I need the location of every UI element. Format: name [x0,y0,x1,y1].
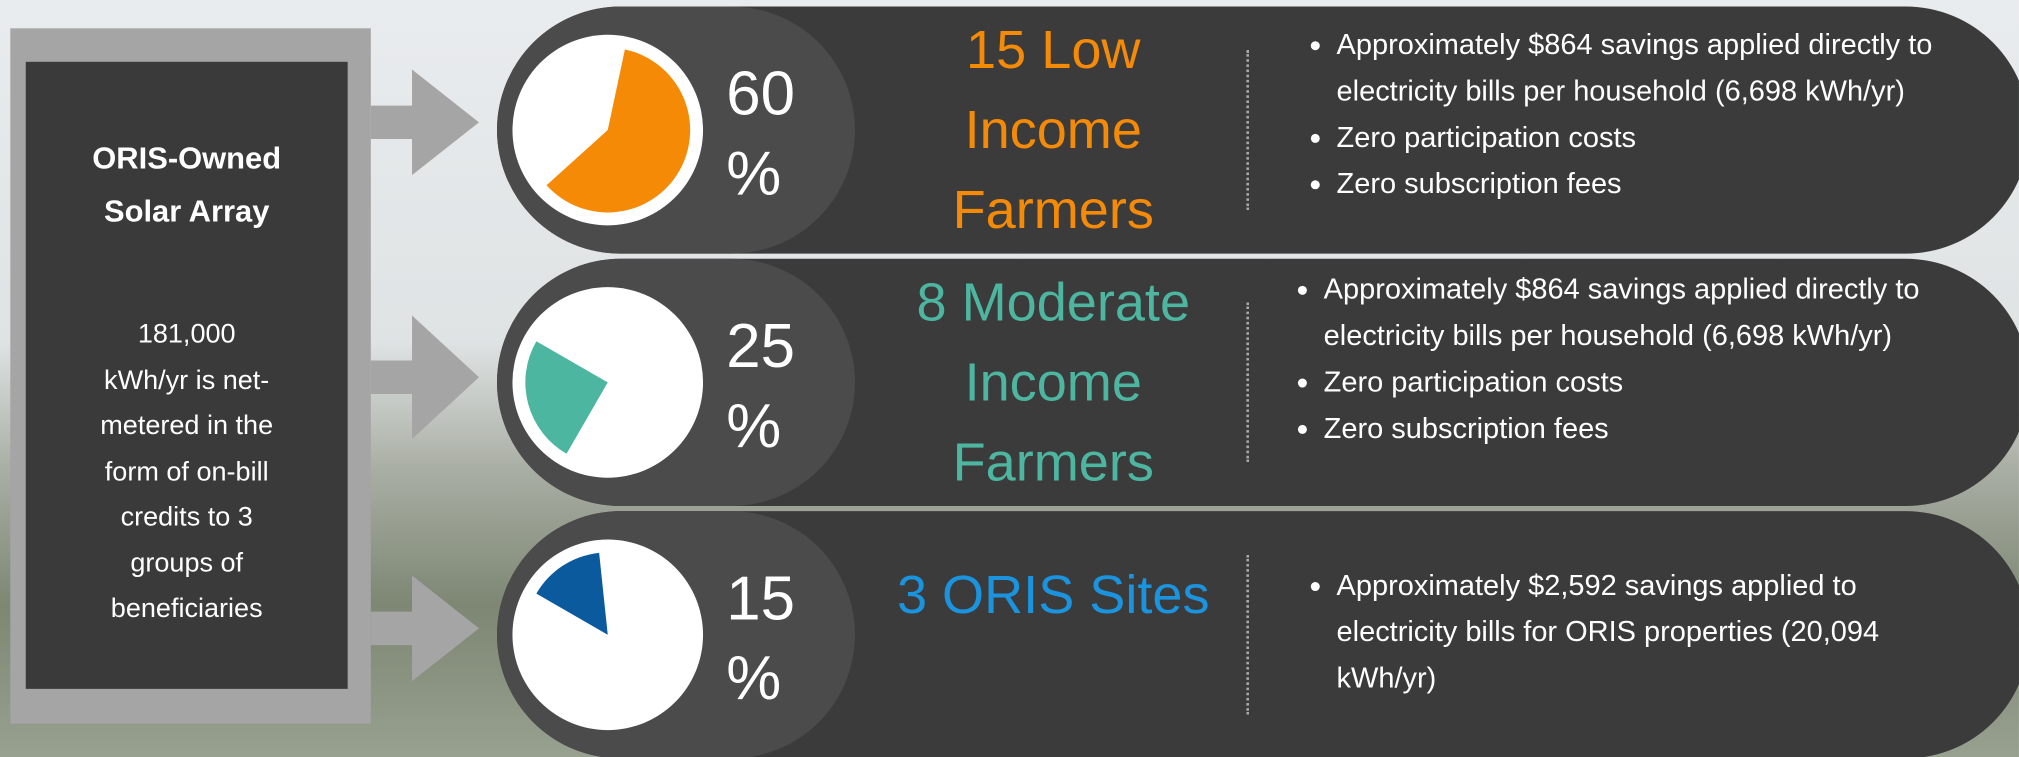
arrows [0,0,515,757]
bullet-list: Approximately $864 savings applied direc… [1272,267,1967,452]
group-row: 15 % 3 ORIS Sites Approximately $2,592 sav… [497,511,2019,757]
pie [507,285,713,481]
bullet-list: Approximately $864 savings applied direc… [1285,22,1980,207]
bullet: Zero participation costs [1324,359,1968,405]
pie-base [512,540,703,731]
group-label: 3 ORIS Sites [891,555,1215,635]
bullet: Zero subscription fees [1324,406,1968,452]
pie [507,32,713,228]
group-label: 8 Moderate Income Farmers [891,263,1215,502]
group-row: 60 % 15 Low Income Farmers Approximately $… [497,6,2019,253]
percent-label: 25 % [726,308,816,468]
bullet: Approximately $864 savings applied direc… [1324,267,1968,360]
group-row: 25 % 8 Moderate Income Farmers Approximate… [497,259,2019,506]
bullet: Approximately $864 savings applied direc… [1337,22,1981,115]
bullet: Zero participation costs [1337,115,1981,161]
group-label: 15 Low Income Farmers [891,10,1215,249]
bullet: Zero subscription fees [1337,161,1981,207]
bullet: Approximately $2,592 savings applied to … [1337,563,1981,702]
bullet-list: Approximately $2,592 savings applied to … [1285,563,1980,702]
page: ORIS-Owned Solar Array 181,000 kWh/yr is… [0,0,2019,757]
infographic: ORIS-Owned Solar Array 181,000 kWh/yr is… [0,0,2019,757]
separator [1246,555,1249,715]
separator [1246,303,1249,463]
separator [1246,50,1249,210]
percent-label: 15 % [726,560,816,720]
pie [507,537,713,733]
percent-label: 60 % [726,55,816,215]
